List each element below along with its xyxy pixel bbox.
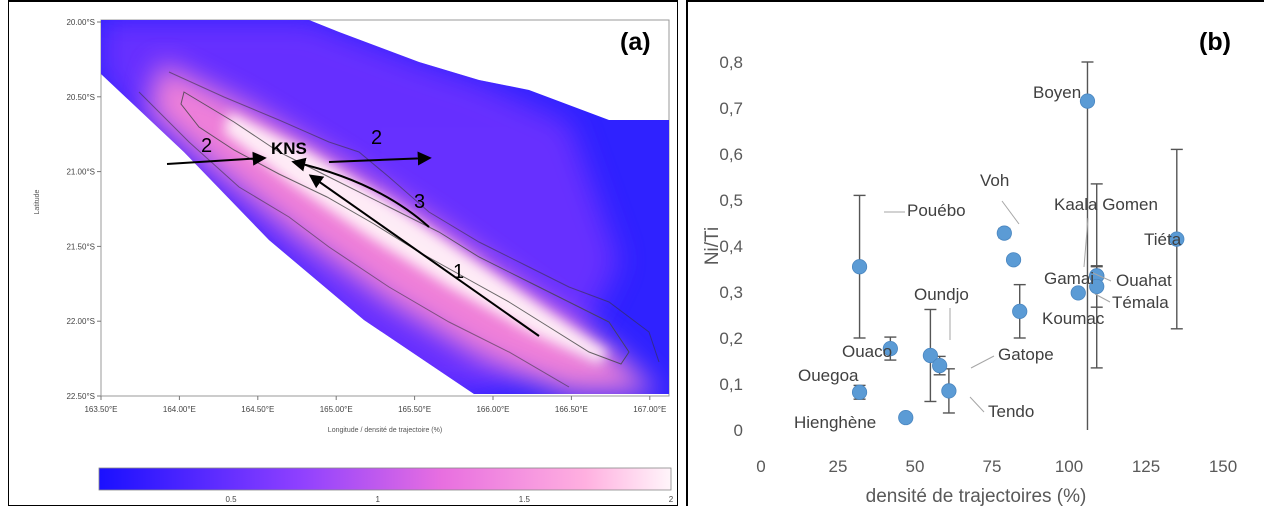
data-point [1070, 285, 1086, 301]
arrow-2-west [166, 151, 267, 166]
data-point [1169, 231, 1185, 247]
scatter-panel: 0 0,1 0,2 0,3 0,4 0,5 0,6 0,7 0,8 0 25 50 75 100 125 15… [686, 0, 1264, 507]
y-tick-label: 0,1 [719, 375, 743, 394]
arrow-2-east [328, 151, 432, 166]
map-panel: 20.00°S 20.50°S 21.00°S 21.50°S 22.00°S 22.50… [8, 0, 678, 506]
lat-tick-label: 21.50°S [66, 242, 95, 251]
x-tick-label: 125 [1132, 457, 1160, 476]
lon-tick-label: 166.50°E [555, 405, 588, 414]
y-tick-label: 0,7 [719, 99, 743, 118]
x-axis-title: densité de trajectoires (%) [866, 486, 1087, 506]
y-tick-label: 0,6 [719, 145, 743, 164]
data-point [922, 347, 938, 364]
label-leader-line [1094, 293, 1111, 303]
label-leader-line [1092, 272, 1112, 282]
x-tick-label: 150 [1209, 457, 1237, 476]
data-point [932, 357, 948, 374]
arrow-label-2-east: 2 [371, 127, 382, 149]
x-tick-label: 0 [756, 457, 765, 476]
data-point [1012, 303, 1028, 319]
data-point [882, 340, 898, 357]
data-point [1005, 252, 1022, 268]
data-label: Ouahat [1116, 271, 1172, 290]
data-point [941, 383, 957, 399]
arrow-3 [291, 157, 430, 228]
x-tick-label: 50 [906, 457, 925, 476]
y-tick-label: 0,8 [719, 53, 743, 72]
lat-tick-label: 20.00°S [66, 18, 95, 27]
lon-tick-label: 167.00°E [633, 405, 666, 414]
lon-tick-label: 164.00°E [163, 405, 196, 414]
panel-b-label: (b) [1199, 28, 1231, 56]
data-point [898, 409, 914, 426]
label-leader-line [969, 396, 985, 413]
lat-tick-label: 20.50°S [66, 93, 95, 102]
data-label: Boyen [1033, 83, 1081, 102]
scatter-chart: 0 0,1 0,2 0,3 0,4 0,5 0,6 0,7 0,8 0 25 50 75 100 125 15… [702, 53, 1237, 507]
panel-a-label: (a) [620, 28, 651, 56]
data-label: Gamai [1044, 269, 1094, 288]
longitude-tick-labels: 163.50°E 164.00°E 164.50°E 165.00°E 165.50°E… [84, 396, 666, 414]
lon-tick-label: 165.50°E [398, 405, 431, 414]
site-label-kns: KNS [271, 139, 307, 158]
map-y-axis-label: Latitude [34, 189, 41, 214]
colorbar-tick-label: 1.5 [519, 495, 531, 504]
lon-tick-label: 165.00°E [320, 405, 353, 414]
label-leader-line [970, 355, 995, 369]
lon-tick-label: 163.50°E [84, 405, 117, 414]
data-point [1079, 93, 1096, 109]
data-point [1089, 278, 1105, 295]
y-tick-label: 0 [734, 421, 743, 440]
lat-tick-label: 22.50°S [66, 392, 95, 401]
data-label: Hienghène [794, 413, 876, 432]
y-axis-title: Ni/Ti [702, 227, 723, 265]
lat-tick-label: 21.00°S [66, 168, 95, 177]
x-tick-label: 25 [829, 457, 848, 476]
lon-tick-label: 164.50°E [241, 405, 274, 414]
data-label: Voh [980, 171, 1009, 190]
data-label: Pouébo [907, 201, 966, 220]
lon-tick-label: 166.00°E [476, 405, 509, 414]
colorbar-tick-label: 0.5 [225, 495, 237, 504]
y-tick-label: 0,5 [719, 191, 743, 210]
data-label: Tendo [988, 402, 1034, 421]
data-label: Oundjo [914, 285, 969, 304]
arrow-1 [308, 174, 540, 337]
data-point [996, 225, 1012, 241]
map-x-axis-label: Longitude / densité de trajectoire (%) [328, 427, 442, 434]
arrow-label-3: 3 [414, 191, 425, 213]
map-svg: 20.00°S 20.50°S 21.00°S 21.50°S 22.00°S 22.50… [34, 18, 674, 504]
data-label: Kaala Gomen [1054, 195, 1158, 214]
data-point [851, 259, 868, 275]
colorbar-tick-labels: 0.5 1 1.5 2 [225, 495, 673, 504]
island-outline [180, 91, 630, 365]
x-tick-label: 75 [983, 457, 1002, 476]
data-label: Témala [1112, 293, 1169, 312]
y-tick-label: 0,4 [719, 237, 743, 256]
colorbar-tick-label: 1 [375, 495, 380, 504]
label-leader-line [1001, 200, 1020, 225]
lat-tick-label: 22.00°S [66, 317, 95, 326]
data-label: Ouegoa [798, 366, 859, 385]
arrow-label-2-west: 2 [201, 135, 212, 157]
label-leader-line [1083, 217, 1089, 268]
latitude-tick-labels: 20.00°S 20.50°S 21.00°S 21.50°S 22.00°S 22.50… [66, 18, 101, 401]
data-point [851, 384, 868, 400]
colorbar [98, 467, 672, 491]
reef-outline [138, 71, 660, 388]
x-tick-label: 100 [1055, 457, 1083, 476]
data-label: Ouaco [842, 342, 892, 361]
arrow-label-1: 1 [453, 261, 464, 283]
data-label: Koumac [1042, 309, 1105, 328]
y-tick-label: 0,3 [719, 283, 743, 302]
y-tick-label: 0,2 [719, 329, 743, 348]
data-label: Gatope [998, 345, 1054, 364]
data-label: Tiéta [1144, 230, 1182, 249]
colorbar-tick-label: 2 [669, 495, 674, 504]
